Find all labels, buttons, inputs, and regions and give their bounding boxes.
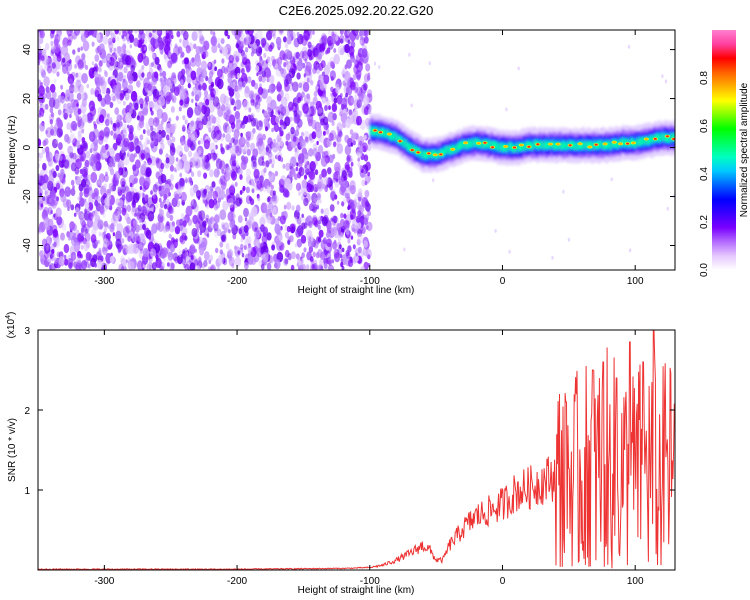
x-tick-label: -300	[94, 576, 114, 587]
spectrogram-frame	[37, 29, 676, 271]
snr-scale-base: (x10	[6, 318, 17, 338]
y-tick-label: 20	[22, 93, 33, 105]
snr-scale-exp: 4	[5, 315, 12, 319]
colorbar: 0.0 0.2 0.4 0.6 0.8 Normalized spectral ampl…	[699, 30, 750, 277]
colorbar-label: Normalized spectral amplitude	[739, 82, 750, 217]
x-tick-label: -100	[360, 576, 380, 587]
svg-text:(x104): (x104)	[5, 312, 17, 339]
snr-scale-label: (x104)	[5, 312, 17, 339]
x-tick-label: 100	[627, 576, 644, 587]
x-tick-label: 0	[500, 276, 506, 287]
x-tick-label: -200	[227, 576, 247, 587]
colorbar-tick-label: 0.2	[699, 215, 710, 229]
colorbar-tick-label: 0.4	[699, 167, 710, 181]
snr-frame	[37, 329, 676, 571]
colorbar-tick-label: 0.6	[699, 119, 710, 133]
spectrogram-y-axis-label: Frequency (Hz)	[7, 116, 18, 185]
y-tick-label: 40	[22, 44, 33, 56]
figure-title: C2E6.2025.092.20.22.G20	[279, 3, 434, 18]
y-tick-label: 2	[24, 406, 30, 417]
snr-series-line	[38, 330, 675, 570]
x-tick-label: 100	[627, 276, 644, 287]
spectrogram-x-axis-label: Height of straight line (km)	[298, 285, 415, 296]
snr-x-axis-label: Height of straight line (km)	[298, 585, 415, 596]
snr-panel: -300 -200 -100 0 100 1 2 3 Height of straight …	[5, 312, 676, 596]
y-tick-label: 0	[22, 144, 33, 150]
y-tick-label: 3	[24, 326, 30, 337]
snr-x-ticks: -300 -200 -100 0 100	[94, 330, 644, 587]
x-tick-label: -200	[227, 276, 247, 287]
x-tick-label: 0	[500, 576, 506, 587]
y-tick-label: -20	[22, 189, 33, 204]
colorbar-tick-label: 0.8	[699, 71, 710, 85]
y-tick-label: 1	[24, 486, 30, 497]
x-tick-label: -100	[360, 276, 380, 287]
spectrogram-y-ticks: -40 -20 0 20 40	[22, 44, 675, 253]
noise-region	[38, 30, 675, 270]
spectrogram-x-ticks: -300 -200 -100 0 100	[94, 30, 644, 287]
snr-y-axis-label: SNR (10 * v/v)	[7, 418, 18, 482]
y-tick-label: -40	[22, 238, 33, 253]
colorbar-bar	[712, 30, 736, 270]
x-tick-label: -300	[94, 276, 114, 287]
spectrogram-image	[38, 30, 675, 270]
colorbar-tick-label: 0.0	[699, 263, 710, 277]
snr-y-ticks: 1 2 3	[24, 326, 675, 497]
ridge-hotspots	[372, 128, 675, 157]
colorbar-ticks: 0.0 0.2 0.4 0.6 0.8	[699, 71, 710, 277]
